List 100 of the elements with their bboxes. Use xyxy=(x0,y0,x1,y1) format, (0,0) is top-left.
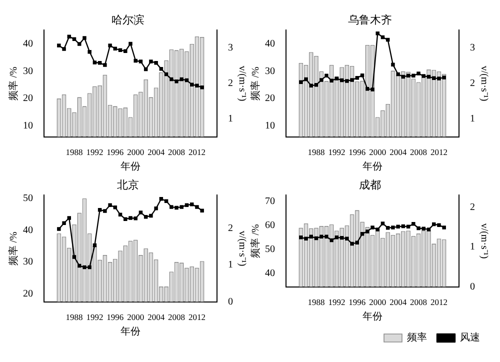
point xyxy=(299,236,303,240)
point xyxy=(170,205,174,209)
y2-tick-label: 1 xyxy=(228,260,233,271)
y-tick-label: 40 xyxy=(23,224,33,236)
point xyxy=(412,222,416,226)
point xyxy=(330,238,334,242)
y-tick-label: 30 xyxy=(23,66,33,77)
point xyxy=(340,78,344,82)
point xyxy=(67,34,72,38)
point xyxy=(350,78,354,82)
chart-title: 北京 xyxy=(117,178,139,192)
point xyxy=(190,82,194,86)
point xyxy=(314,236,318,240)
x-tick-label: 1996 xyxy=(348,297,366,308)
y2-tick-label: 3 xyxy=(470,42,475,54)
point xyxy=(442,76,446,80)
point xyxy=(195,84,199,88)
legend-label: 频率 xyxy=(407,332,427,344)
point xyxy=(72,37,76,41)
point xyxy=(149,214,153,218)
x-tick-label: 1988 xyxy=(66,312,83,322)
point xyxy=(108,203,112,207)
point xyxy=(138,60,143,64)
y-tick-label: 20 xyxy=(23,288,33,300)
point xyxy=(334,76,339,80)
point xyxy=(144,67,148,72)
y-axis-title: 频率 /% xyxy=(250,66,262,100)
point xyxy=(62,221,66,226)
x-tick-label: 2000 xyxy=(369,147,386,158)
point xyxy=(401,74,406,79)
point xyxy=(174,79,178,84)
x-tick-label: 1988 xyxy=(308,297,325,308)
point xyxy=(366,230,370,234)
point xyxy=(386,226,390,230)
point xyxy=(57,227,61,231)
point xyxy=(422,74,426,78)
point xyxy=(304,236,308,240)
point xyxy=(422,226,426,231)
point xyxy=(118,48,122,52)
point xyxy=(345,79,349,83)
point xyxy=(376,228,380,232)
point xyxy=(396,72,400,76)
point xyxy=(355,76,360,80)
point xyxy=(340,236,344,240)
point xyxy=(88,265,92,270)
point xyxy=(200,86,204,90)
point xyxy=(355,240,360,244)
point xyxy=(195,205,199,209)
point xyxy=(82,265,86,270)
x-tick-label: 2000 xyxy=(369,297,386,308)
point xyxy=(77,264,82,268)
point xyxy=(190,202,194,206)
point xyxy=(184,78,189,82)
point xyxy=(98,208,102,212)
point xyxy=(366,86,370,91)
point xyxy=(184,203,189,207)
y2-tick-label: 2 xyxy=(470,202,475,213)
x-tick-label: 1992 xyxy=(328,147,346,158)
point xyxy=(426,74,431,79)
point xyxy=(406,74,410,78)
point xyxy=(334,236,339,240)
y2-tick-label: 2 xyxy=(228,222,233,234)
y-axis-title: 频率 /% xyxy=(250,224,262,258)
x-tick-label: 2012 xyxy=(430,147,448,158)
point xyxy=(309,84,314,88)
point xyxy=(113,46,118,51)
point xyxy=(299,80,303,84)
point xyxy=(426,228,431,232)
point xyxy=(134,58,138,63)
point xyxy=(391,226,395,230)
y-axis-title: 频率 /% xyxy=(8,66,20,100)
point xyxy=(88,50,92,54)
y-tick-label: 30 xyxy=(265,66,275,77)
x-tick-label: 1996 xyxy=(106,147,124,158)
x-tick-label: 2012 xyxy=(188,147,206,158)
x-tick-label: 1992 xyxy=(86,147,104,158)
x-tick-label: 2004 xyxy=(148,312,166,322)
y-tick-label: 20 xyxy=(265,93,275,104)
x-axis-title: 年份 xyxy=(362,160,382,173)
x-tick-label: 2000 xyxy=(127,147,144,158)
x-tick-label: 2008 xyxy=(410,297,428,308)
point xyxy=(170,77,174,82)
point xyxy=(396,224,400,229)
x-tick-label: 2000 xyxy=(127,312,144,322)
point xyxy=(154,206,158,210)
x-tick-label: 1996 xyxy=(348,147,366,158)
point xyxy=(92,243,97,248)
point xyxy=(67,216,72,220)
point xyxy=(406,224,410,229)
point xyxy=(391,62,395,67)
point xyxy=(180,77,184,82)
point xyxy=(103,63,107,67)
point xyxy=(380,35,385,40)
x-tick-label: 1992 xyxy=(86,312,104,322)
point xyxy=(174,206,178,210)
chart-title: 哈尔滨 xyxy=(112,13,144,26)
point xyxy=(437,223,441,227)
point xyxy=(108,44,112,48)
point xyxy=(370,88,374,92)
point xyxy=(319,78,324,82)
